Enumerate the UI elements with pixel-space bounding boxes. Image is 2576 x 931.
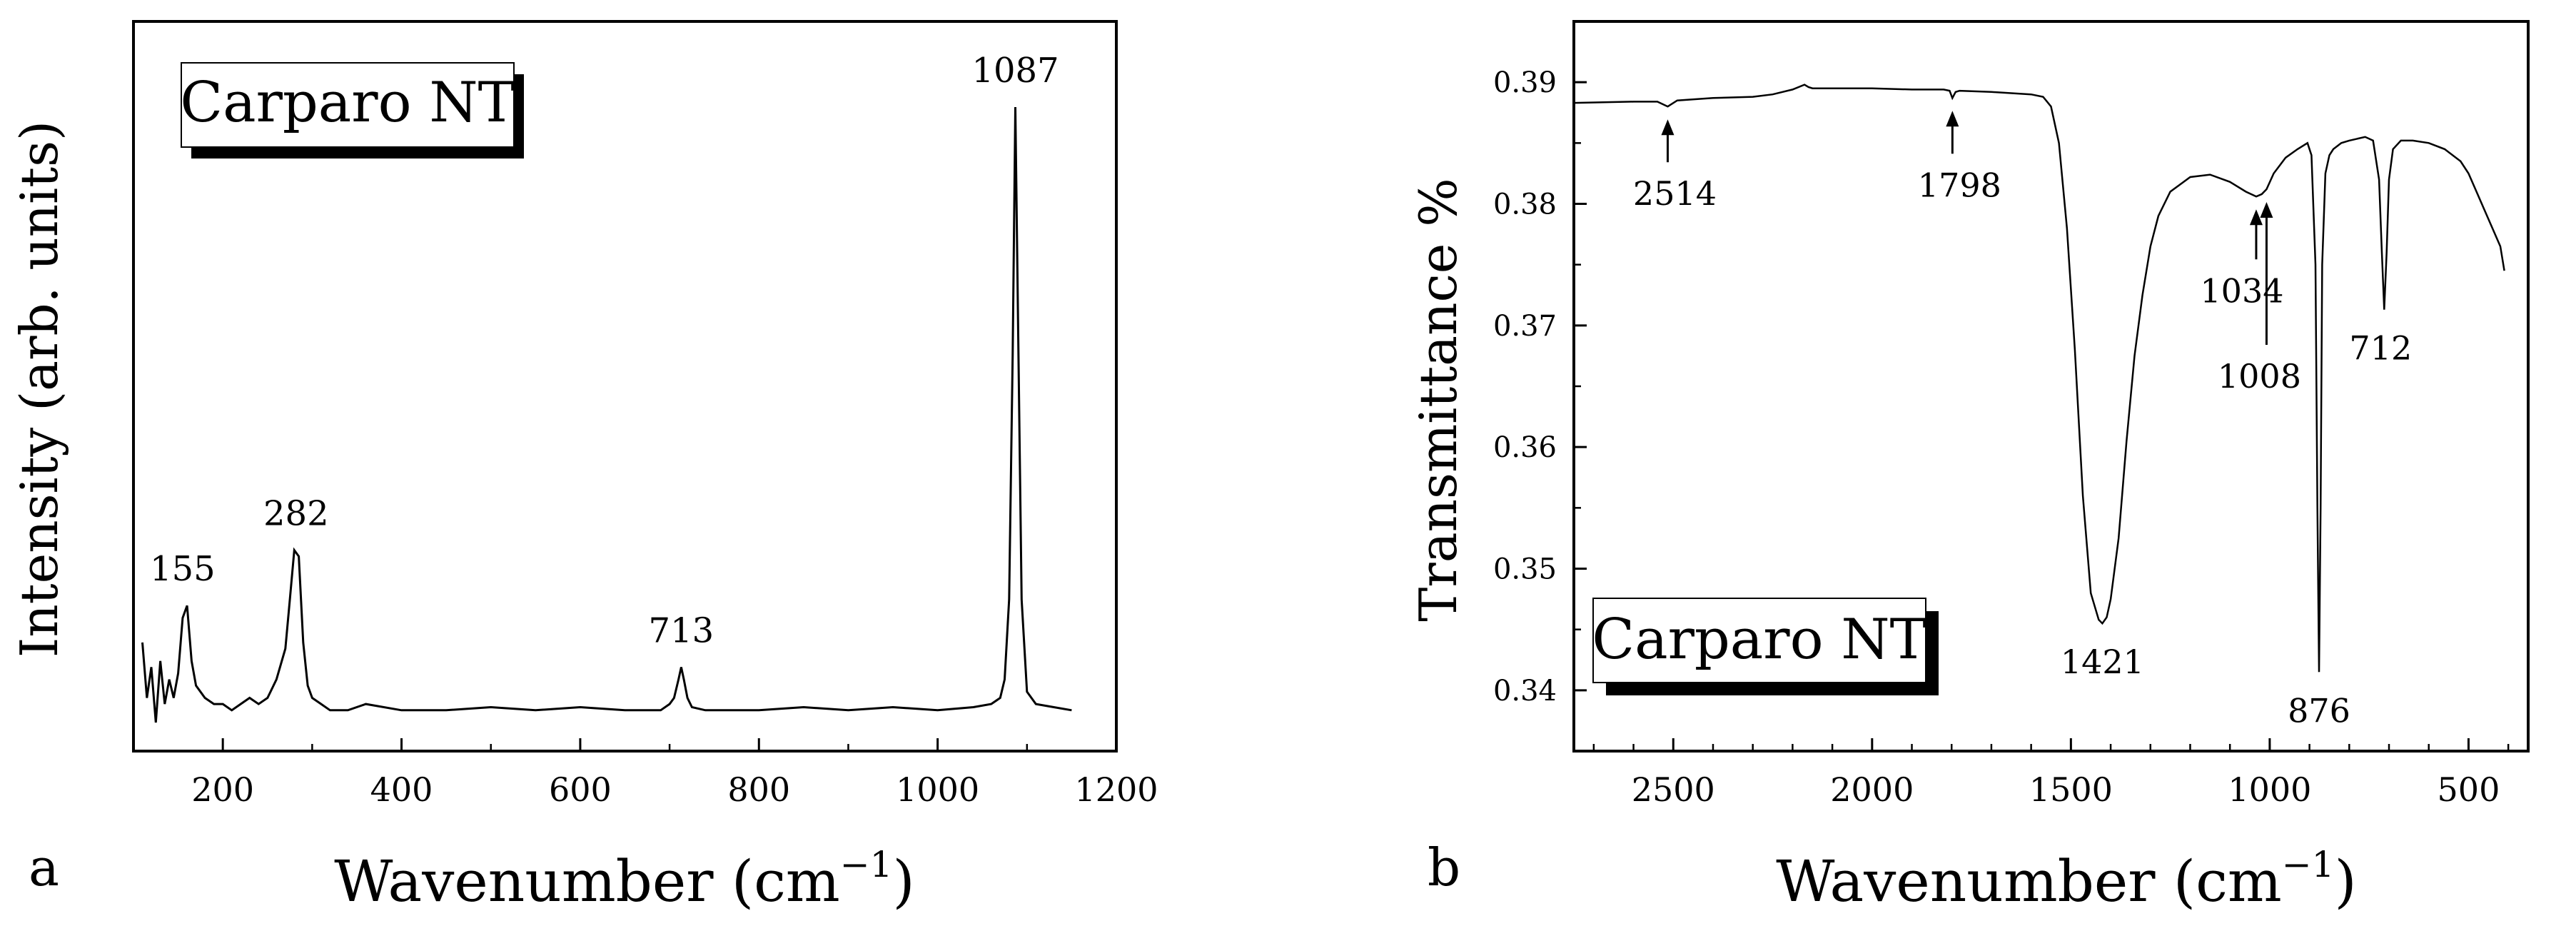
- y-tick-label-b: 0.35: [1493, 553, 1557, 586]
- x-axis-label-b: Wavenumber (cm−1): [1776, 844, 2356, 915]
- y-axis-label-a: Intensity (arb. units): [9, 121, 69, 658]
- x-tick-label-a: 1200: [1074, 770, 1158, 809]
- x-tick-label-b: 2500: [1632, 770, 1715, 809]
- peak-arrowhead-b-1034: [2249, 209, 2263, 226]
- peak-label-b-2514: 2514: [1633, 174, 1717, 213]
- x-tick-label-a: 800: [727, 770, 790, 809]
- spectrum-line-a: [141, 106, 1072, 723]
- peak-arrowhead-b-1008: [2260, 202, 2273, 218]
- y-tick-label-b: 0.37: [1493, 310, 1557, 343]
- panel-a: 200 400 600 800 1000 1200 155 282 713 1087 Carpa…: [9, 20, 1158, 915]
- y-tick-label-b: 0.36: [1493, 431, 1557, 464]
- peak-label-b-1008: 1008: [2218, 357, 2301, 396]
- peak-label-a-155: 155: [150, 549, 216, 589]
- peak-arrowhead-b-1798: [1946, 111, 1959, 127]
- y-tick-label-b: 0.39: [1493, 66, 1557, 99]
- plot-frame-a: [132, 20, 1118, 753]
- x-tick-label-a: 600: [549, 770, 612, 809]
- peak-label-a-713: 713: [649, 610, 714, 650]
- x-axis-a: 200 400 600 800 1000 1200: [132, 738, 1158, 809]
- panel-label-a: a: [29, 837, 59, 897]
- x-tick-label-b: 2000: [1830, 770, 1914, 809]
- y-tick-label-b: 0.38: [1493, 188, 1557, 221]
- sample-label-box-b: Carparo NT: [1592, 598, 1939, 695]
- peak-label-a-1087: 1087: [971, 51, 1059, 91]
- peak-labels-a: 155 282 713 1087: [150, 51, 1059, 650]
- y-tick-label-b: 0.34: [1493, 675, 1557, 708]
- sample-label-box-a: Carparo NT: [180, 62, 524, 158]
- x-axis-label-a: Wavenumber (cm−1): [334, 844, 914, 915]
- x-tick-label-b: 1000: [2228, 770, 2311, 809]
- x-tick-label-a: 200: [191, 770, 254, 809]
- x-tick-label-a: 400: [370, 770, 433, 809]
- peak-label-b-876: 876: [2288, 691, 2350, 730]
- axes-b: 2500 2000 1500 1000 500 0.34 0.35 0.36 0.37 0.38 0…: [1493, 20, 2510, 809]
- peak-label-b-1421: 1421: [2061, 643, 2144, 681]
- x-tick-label-b: 500: [2438, 770, 2500, 809]
- x-tick-label-a: 1000: [896, 770, 979, 809]
- peak-label-b-1798: 1798: [1918, 166, 2001, 204]
- x-tick-label-b: 1500: [2029, 770, 2113, 809]
- peak-label-b-1034: 1034: [2200, 271, 2283, 310]
- spectrum-line-b: [1573, 84, 2505, 673]
- sample-label-a: Carparo NT: [180, 71, 515, 135]
- y-axis-label-b: Transmittance %: [1408, 178, 1468, 621]
- peak-arrowhead-b-2514: [1661, 119, 1675, 136]
- sample-label-b: Carparo NT: [1592, 608, 1926, 672]
- peak-labels-b: 2514 1798 1421 1034 1008 876 712: [1633, 111, 2412, 730]
- panel-label-b: b: [1428, 837, 1460, 897]
- peak-label-b-712: 712: [2349, 329, 2412, 368]
- panel-b: 2500 2000 1500 1000 500 0.34 0.35 0.36 0.37 0.38 0…: [1408, 20, 2530, 915]
- peak-label-a-282: 282: [263, 494, 329, 534]
